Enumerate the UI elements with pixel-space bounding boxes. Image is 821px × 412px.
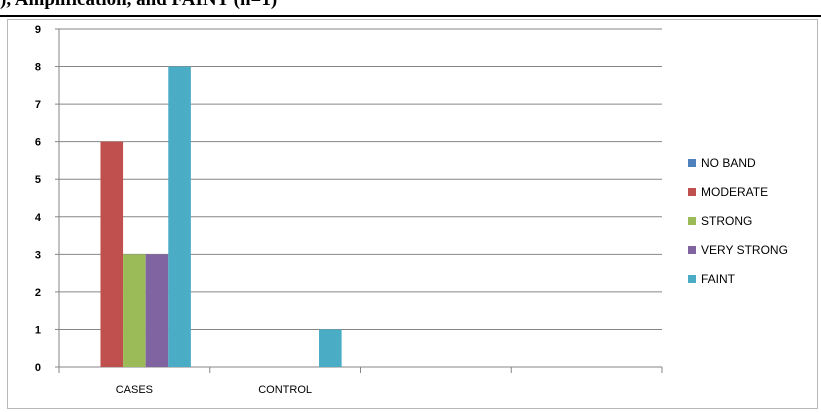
legend-item: FAINT (688, 264, 788, 293)
bar-moderate (100, 141, 124, 367)
legend-label: FAINT (701, 271, 736, 286)
category-label: CASES (116, 384, 153, 396)
y-tick-label: 4 (35, 212, 42, 224)
legend-swatch (688, 187, 696, 196)
bars (100, 66, 342, 368)
axes (55, 28, 663, 373)
y-tick-label: 8 (35, 62, 41, 74)
legend-item: VERY STRONG (688, 235, 788, 264)
bar-faint (319, 329, 342, 367)
y-tick-label: 3 (35, 249, 41, 261)
bar-faint (168, 66, 191, 368)
legend-label: VERY STRONG (701, 242, 788, 257)
y-tick-label: 1 (35, 324, 41, 336)
y-tick-label: 9 (35, 24, 41, 36)
legend: NO BAND MODERATE STRONG VERY STRONG FAINT (688, 148, 788, 293)
y-tick-label: 0 (35, 362, 41, 374)
legend-label: NO BAND (701, 155, 756, 170)
legend-swatch (688, 245, 696, 254)
y-tick-label: 7 (35, 99, 41, 111)
header-rule (0, 15, 821, 17)
legend-swatch (688, 158, 696, 167)
legend-swatch (688, 216, 696, 225)
legend-item: NO BAND (688, 148, 788, 177)
bar-very-strong (145, 254, 169, 367)
y-tick-labels: 0 1 2 3 4 5 6 7 8 9 (35, 24, 42, 374)
y-tick-label: 6 (35, 137, 41, 149)
y-tick-label: 5 (35, 174, 41, 186)
legend-item: MODERATE (688, 177, 788, 206)
bar-strong (123, 254, 146, 367)
legend-label: MODERATE (701, 184, 769, 199)
legend-label: STRONG (701, 213, 753, 228)
chart-frame (7, 19, 818, 409)
category-labels: CASES CONTROL (116, 384, 312, 396)
y-tick-label: 2 (35, 287, 41, 299)
legend-item: STRONG (688, 206, 788, 235)
page-header-text: ), Amplification, and FAINT (n=1) (0, 0, 821, 11)
category-label: CONTROL (258, 384, 312, 396)
legend-swatch (688, 274, 696, 283)
